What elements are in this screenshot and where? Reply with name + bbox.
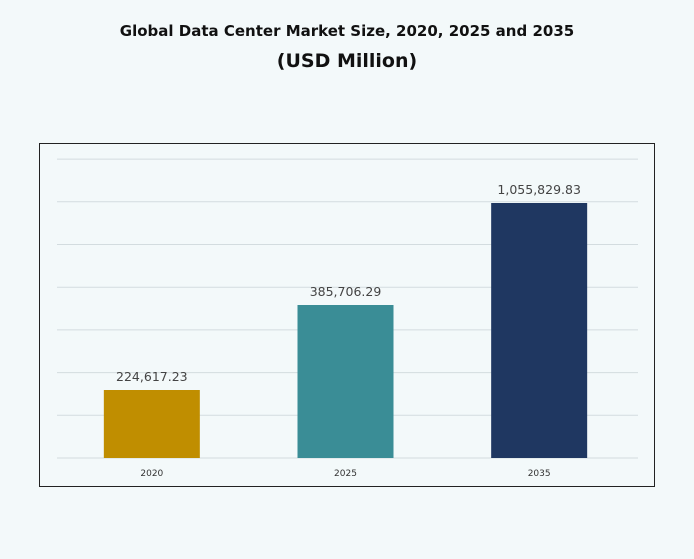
data-label-2035: 1,055,829.83: [497, 182, 581, 197]
bar-2025: [297, 305, 394, 458]
bar-2035: [491, 203, 588, 458]
x-tick-label: 2035: [528, 469, 551, 479]
x-tick-label: 2025: [334, 469, 357, 479]
x-tick-label: 2020: [140, 469, 163, 479]
chart-frame: [39, 143, 655, 487]
chart-subtitle: (USD Million): [276, 50, 418, 72]
bar-2020: [103, 390, 200, 458]
chart-title: Global Data Center Market Size, 2020, 20…: [119, 22, 575, 40]
data-label-2025: 385,706.29: [310, 284, 382, 299]
data-label-2020: 224,617.23: [116, 369, 188, 384]
